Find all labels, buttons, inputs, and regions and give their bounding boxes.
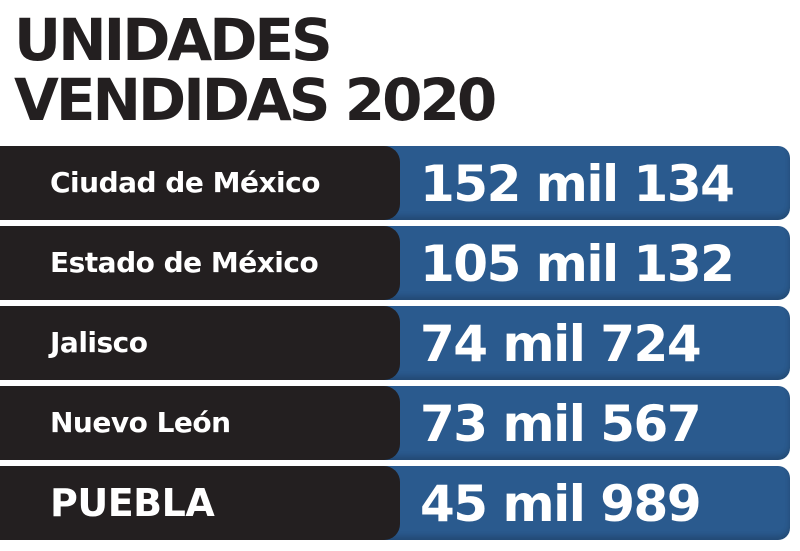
row-label: Nuevo León bbox=[50, 406, 231, 439]
row-label: Estado de México bbox=[50, 246, 319, 279]
row-value: 73 mil 567 bbox=[420, 395, 702, 453]
value-cell-bg bbox=[366, 466, 790, 540]
table-row: Jalisco 74 mil 724 bbox=[0, 306, 790, 380]
row-value: 152 mil 134 bbox=[420, 155, 735, 213]
value-cell-bg bbox=[366, 146, 790, 220]
row-label: PUEBLA bbox=[50, 481, 215, 525]
sales-table: Ciudad de México 152 mil 134 Estado de Méx… bbox=[0, 146, 790, 546]
label-cell-bg bbox=[0, 226, 400, 300]
row-value: 45 mil 989 bbox=[420, 475, 702, 533]
label-cell-bg bbox=[0, 386, 400, 460]
value-cell-bg bbox=[366, 306, 790, 380]
table-row: PUEBLA 45 mil 989 bbox=[0, 466, 790, 540]
row-value: 74 mil 724 bbox=[420, 315, 702, 373]
label-cell-bg bbox=[0, 466, 400, 540]
label-cell-bg bbox=[0, 146, 400, 220]
table-row: Estado de México 105 mil 132 bbox=[0, 226, 790, 300]
row-value: 105 mil 132 bbox=[420, 235, 735, 293]
label-cell-bg bbox=[0, 306, 400, 380]
row-label: Ciudad de México bbox=[50, 166, 320, 199]
chart-title: UNIDADES VENDIDAS 2020 bbox=[14, 6, 497, 134]
table-row: Nuevo León 73 mil 567 bbox=[0, 386, 790, 460]
value-cell-bg bbox=[366, 226, 790, 300]
chart-title-line-1: UNIDADES bbox=[14, 6, 333, 74]
value-cell-bg bbox=[366, 386, 790, 460]
row-label: Jalisco bbox=[50, 326, 148, 359]
chart-title-line-2: VENDIDAS 2020 bbox=[14, 66, 497, 134]
table-row: Ciudad de México 152 mil 134 bbox=[0, 146, 790, 220]
